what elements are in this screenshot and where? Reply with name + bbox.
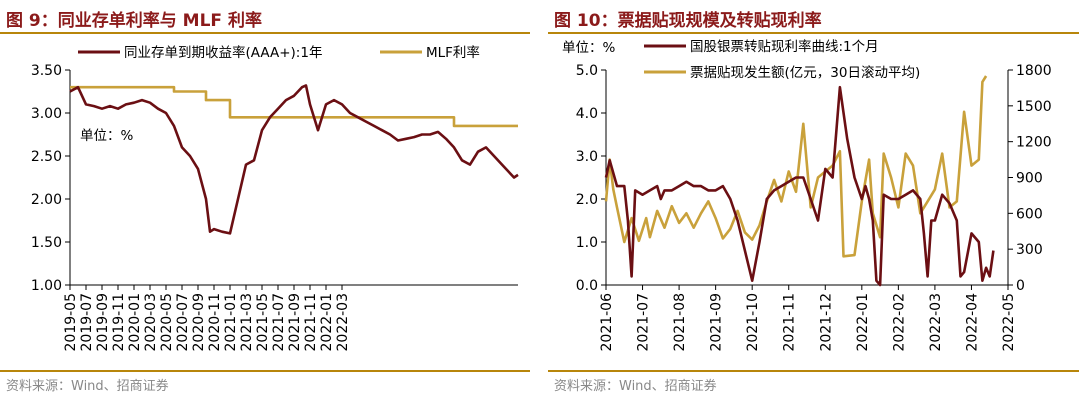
title-rule [548, 32, 1079, 34]
y-tick-label: 2.0 [576, 192, 598, 208]
x-tick-label: 2021-01 [223, 293, 239, 352]
unit-note: 单位：% [562, 40, 615, 56]
y-tick-label: 1.00 [31, 278, 62, 294]
legend-label-deposit-rate: 同业存单到期收益率(AAA+):1年 [124, 44, 322, 61]
y-tick-label: 3.0 [576, 149, 598, 165]
x-tick-label: 2020-11 [207, 293, 223, 352]
x-tick-label: 2021-07 [636, 293, 652, 352]
x-tick-label: 2020-05 [159, 293, 175, 352]
x-tick-label: 2022-04 [964, 293, 980, 352]
y-tick-label: 0.0 [576, 278, 598, 294]
y2-tick-label: 1200 [1016, 135, 1052, 151]
x-tick-label: 2021-08 [672, 293, 688, 352]
x-tick-label: 2020-03 [143, 293, 159, 352]
x-tick-label: 2021-11 [303, 293, 319, 352]
x-tick-label: 2020-09 [191, 293, 207, 352]
source-note: 资料来源：Wind、招商证券 [554, 379, 717, 394]
legend: 同业存单到期收益率(AAA+):1年 MLF利率 [78, 44, 480, 61]
chart-right-svg: 单位：% 国股银票转贴现利率曲线:1个月 票据贴现发生额(亿元，30日滚动平均)… [562, 38, 1052, 352]
legend-label-discount-rate: 国股银票转贴现利率曲线:1个月 [690, 38, 879, 55]
y-tick-label: 5.0 [576, 63, 598, 79]
y-tick-label: 2.00 [31, 192, 62, 208]
source-note: 资料来源：Wind、招商证券 [6, 379, 169, 394]
y2-tick-label: 600 [1016, 206, 1043, 222]
source-rule [548, 370, 1079, 372]
x-tick-label: 2020-07 [175, 293, 191, 352]
x-tick-label: 2021-07 [271, 293, 287, 352]
x-tick-label: 2021-06 [599, 293, 615, 352]
chart-panel-left: 图 9：同业存单利率与 MLF 利率 同业存单到期收益率(AAA+):1年 ML… [0, 0, 530, 400]
x-tick-label: 2019-05 [63, 293, 79, 352]
series-line-discount-rate [604, 85, 995, 287]
x-tick-label: 2022-05 [1001, 293, 1017, 352]
y-tick-label: 4.0 [576, 106, 598, 122]
y-tick-label: 3.50 [31, 63, 62, 79]
x-tick-label: 2021-05 [255, 293, 271, 352]
x-tick-label: 2019-07 [79, 293, 95, 352]
x-tick-label: 2020-01 [127, 293, 143, 352]
source-rule [0, 370, 530, 372]
chart-title: 图 10：票据贴现规模及转贴现利率 [554, 11, 822, 31]
legend-label-mlf: MLF利率 [426, 44, 480, 61]
y2-tick-label: 0 [1016, 278, 1025, 294]
x-tick-label: 2021-09 [709, 293, 725, 352]
chart-title: 图 9：同业存单利率与 MLF 利率 [6, 11, 262, 31]
x-tick-label: 2019-11 [111, 293, 127, 352]
x-tick-label: 2021-11 [782, 293, 798, 352]
y-tick-label: 1.0 [576, 235, 598, 251]
y-tick-label: 3.00 [31, 106, 62, 122]
title-rule [0, 32, 530, 34]
x-tick-label: 2022-02 [891, 293, 907, 352]
x-tick-label: 2019-09 [95, 293, 111, 352]
x-tick-label: 2022-01 [319, 293, 335, 352]
chart-panel-right: 图 10：票据贴现规模及转贴现利率 单位：% 国股银票转贴现利率曲线:1个月 票… [548, 0, 1079, 400]
y-tick-label: 2.50 [31, 149, 62, 165]
series-line-mlf [70, 85, 518, 128]
legend-label-discount-volume: 票据贴现发生额(亿元，30日滚动平均) [690, 64, 920, 81]
y2-tick-label: 900 [1016, 171, 1043, 187]
x-tick-label: 2021-12 [818, 293, 834, 352]
unit-note: 单位：% [80, 128, 133, 144]
x-tick-label: 2022-03 [928, 293, 944, 352]
x-tick-label: 2021-09 [287, 293, 303, 352]
x-tick-label: 2022-01 [855, 293, 871, 352]
x-tick-label: 2021-03 [239, 293, 255, 352]
x-tick-label: 2021-10 [745, 293, 761, 352]
y2-tick-label: 1800 [1016, 63, 1052, 79]
chart-left-svg: 同业存单到期收益率(AAA+):1年 MLF利率 单位：% 3.50 3.00 2.… [31, 44, 519, 352]
y-tick-label: 1.50 [31, 235, 62, 251]
x-tick-label: 2022-03 [335, 293, 351, 352]
legend: 国股银票转贴现利率曲线:1个月 票据贴现发生额(亿元，30日滚动平均) [644, 38, 920, 81]
series-line-deposit-rate [69, 84, 519, 235]
y2-tick-label: 300 [1016, 242, 1043, 258]
series-line-discount-volume [604, 75, 988, 258]
y2-tick-label: 1500 [1016, 99, 1052, 115]
